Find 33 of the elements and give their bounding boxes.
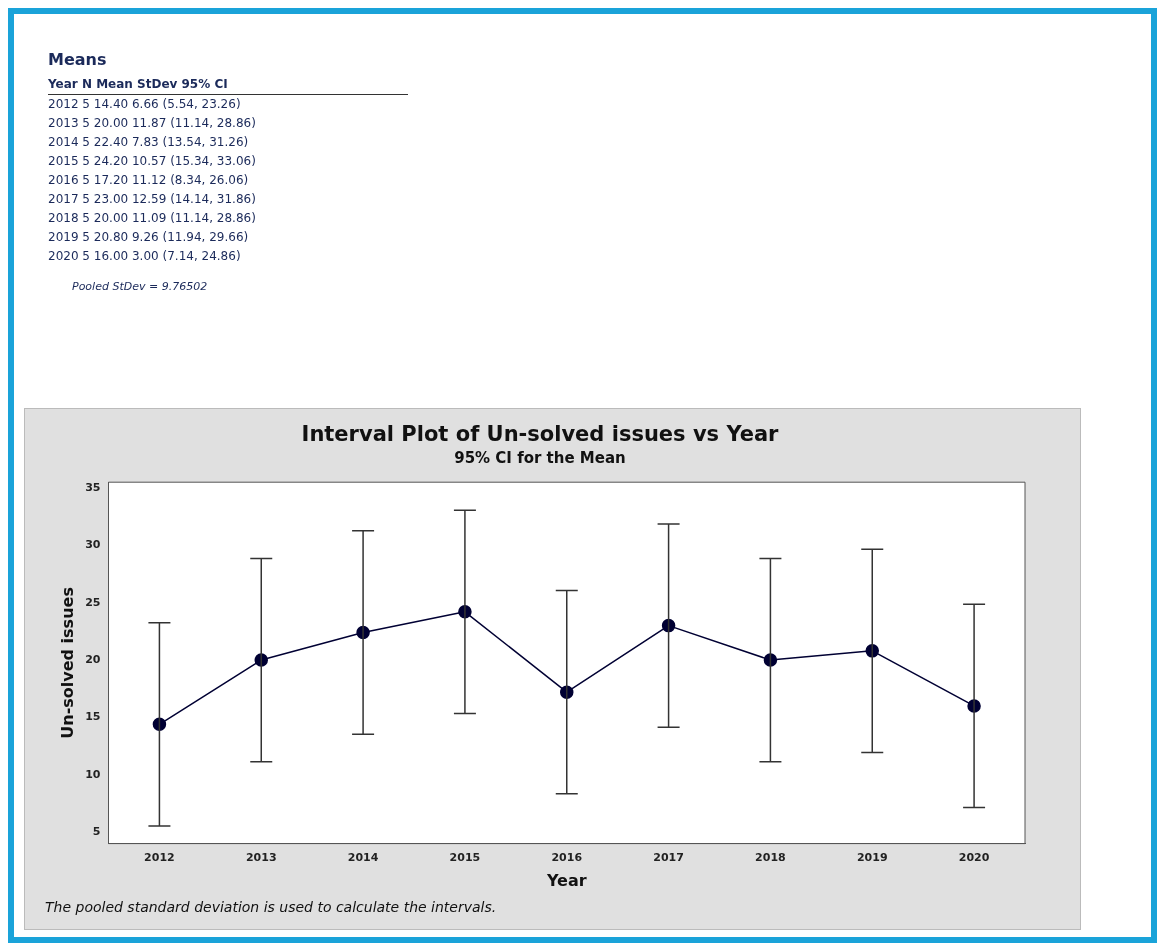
text: 2017 5 23.00 12.59 (14.14, 31.86) bbox=[48, 191, 257, 208]
text: 2015 5 24.20 10.57 (15.34, 33.06) bbox=[48, 153, 257, 170]
chart-title: Interval Plot of Un-solved issues vs Year bbox=[301, 422, 780, 447]
x-tick-label: 2013 bbox=[245, 851, 277, 865]
y-tick-label: 35 bbox=[85, 480, 101, 494]
chart-subtitle: 95% CI for the Mean bbox=[454, 449, 626, 468]
x-tick-label: 2018 bbox=[755, 851, 786, 865]
y-axis-title: Un-solved issues bbox=[57, 587, 77, 739]
text: 2013 5 20.00 11.87 (11.14, 28.86) bbox=[48, 115, 257, 132]
text: Pooled StDev = 9.76502 bbox=[72, 280, 209, 293]
x-tick-label: 2016 bbox=[551, 851, 583, 865]
text: Means bbox=[48, 50, 108, 69]
x-tick-label: 2017 bbox=[653, 851, 684, 865]
text: The pooled standard deviation is used to calculate the intervals. bbox=[45, 899, 497, 915]
y-tick-label: 5 bbox=[92, 824, 101, 838]
y-tick-label: 15 bbox=[85, 710, 101, 724]
text: 2019 5 20.80 9.26 (11.94, 29.66) bbox=[48, 229, 250, 246]
text: 2016 5 17.20 11.12 (8.34, 26.06) bbox=[48, 172, 250, 189]
text: 2018 5 20.00 11.09 (11.14, 28.86) bbox=[48, 210, 257, 227]
x-axis-title: Year bbox=[545, 870, 587, 890]
y-tick-label: 10 bbox=[85, 767, 101, 781]
x-tick-label: 2012 bbox=[144, 851, 175, 865]
x-tick-label: 2020 bbox=[958, 851, 990, 865]
y-tick-label: 30 bbox=[85, 538, 101, 552]
text: Year N Mean StDev 95% CI bbox=[48, 75, 408, 95]
text: 2020 5 16.00 3.00 (7.14, 24.86) bbox=[48, 248, 242, 265]
x-tick-label: 2014 bbox=[347, 851, 379, 865]
text: 2012 5 14.40 6.66 (5.54, 23.26) bbox=[48, 96, 242, 113]
text: 2014 5 22.40 7.83 (13.54, 31.26) bbox=[48, 134, 250, 151]
x-tick-label: 2015 bbox=[449, 851, 481, 865]
y-tick-label: 25 bbox=[85, 595, 101, 609]
x-tick-label: 2019 bbox=[856, 851, 888, 865]
y-tick-label: 20 bbox=[85, 652, 101, 666]
